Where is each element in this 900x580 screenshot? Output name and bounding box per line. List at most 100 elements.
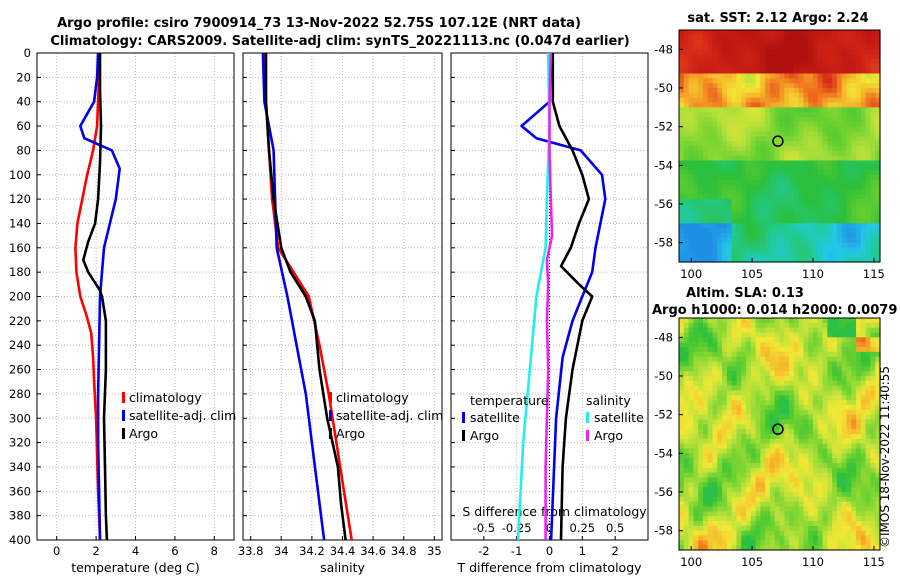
heatmap-cell [851,34,857,41]
heatmap-cell [769,242,776,249]
heatmap-cell [827,443,833,450]
heatmap-cell [827,59,833,65]
heatmap-cell [779,165,785,171]
heatmap-cell [875,199,881,205]
heatmap-cell [688,371,694,377]
heatmap-cell [741,467,747,474]
heatmap-cell [712,448,718,454]
sla-title-2: Argo h1000: 0.014 h2000: 0.0079 [652,303,897,318]
heatmap-cell [841,237,848,244]
heatmap-cell [693,141,699,147]
heatmap-cell [798,371,805,377]
heatmap-cell [707,136,714,142]
heatmap-cell [746,189,752,195]
heatmap-cell [683,453,690,459]
heatmap-cell [875,204,881,210]
heatmap-cell [851,443,857,450]
heatmap-cell [860,472,867,479]
heatmap-cell [822,458,828,464]
heatmap-cell [875,257,881,263]
heatmap-cell [741,97,747,104]
heatmap-cell [856,107,862,113]
heatmap-cell [741,332,747,338]
heatmap-cell [836,395,843,401]
heatmap-cell [798,30,805,36]
heatmap-cell [746,223,752,229]
heatmap-cell [774,83,781,89]
heatmap-cell [856,448,862,454]
heatmap-cell [707,492,714,498]
heatmap-cell [688,467,694,474]
heatmap-cell [755,429,761,435]
heatmap-cell [793,458,800,464]
heatmap-cell [841,347,848,353]
heatmap-cell [793,165,800,171]
heatmap-cell [827,92,833,99]
heatmap-cell [836,204,843,210]
heatmap-cell [827,208,833,215]
heatmap-cell [726,380,733,387]
heatmap-cell [698,184,704,191]
heatmap-cell [836,511,843,517]
heatmap-cell [750,184,757,191]
heatmap-cell [817,107,824,113]
heatmap-cell [736,545,742,551]
heatmap-cell [793,361,800,367]
heatmap-cell [808,342,814,348]
heatmap-cell [688,366,694,372]
heatmap-cell [683,175,690,181]
heatmap-cell [817,458,824,464]
heatmap-cell [755,361,761,367]
heatmap-cell [875,501,881,508]
heatmap-cell [769,88,776,94]
heatmap-cell [860,44,867,50]
heatmap-cell [746,380,752,387]
heatmap-cell [688,59,694,65]
heatmap-cell [755,175,761,181]
heatmap-cell [851,545,857,551]
heatmap-cell [808,525,814,532]
heatmap-cell [875,405,881,411]
heatmap-cell [679,511,685,517]
heatmap-cell [702,516,709,522]
heatmap-cell [808,429,814,435]
heatmap-cell [750,501,757,508]
heatmap-cell [702,34,709,41]
heatmap-cell [841,400,848,406]
heatmap-cell [832,107,838,113]
heatmap-cell [750,141,757,147]
heatmap-cell [865,131,872,137]
heatmap-cell [679,492,685,498]
heatmap-cell [746,34,752,41]
heatmap-cell [803,107,809,113]
heatmap-cell [793,318,800,324]
heatmap-cell [722,535,728,541]
heatmap-cell [798,496,805,503]
heatmap-cell [774,511,781,517]
heatmap-cell [760,361,766,367]
heatmap-cell [726,424,733,430]
heatmap-cell [765,525,771,532]
heatmap-cell [693,68,699,75]
heatmap-cell [702,463,709,469]
heatmap-cell [793,78,800,84]
heatmap-cell [688,395,694,401]
heatmap-cell [736,438,742,445]
heatmap-cell [822,83,828,89]
heatmap-cell [798,213,805,220]
heatmap-cell [784,429,790,435]
heatmap-cell [779,511,785,517]
heatmap-cell [817,496,824,503]
heatmap-cell [813,204,819,210]
heatmap-cell [693,332,699,338]
heatmap-cell [698,424,704,430]
heatmap-cell [765,414,771,421]
heatmap-cell [679,356,685,363]
heatmap-cell [774,136,781,142]
heatmap-cell [832,327,838,334]
heatmap-cell [870,223,876,229]
heatmap-cell [870,472,876,479]
heatmap-cell [793,487,800,493]
heatmap-cell [774,117,781,123]
heatmap-cell [784,97,790,104]
